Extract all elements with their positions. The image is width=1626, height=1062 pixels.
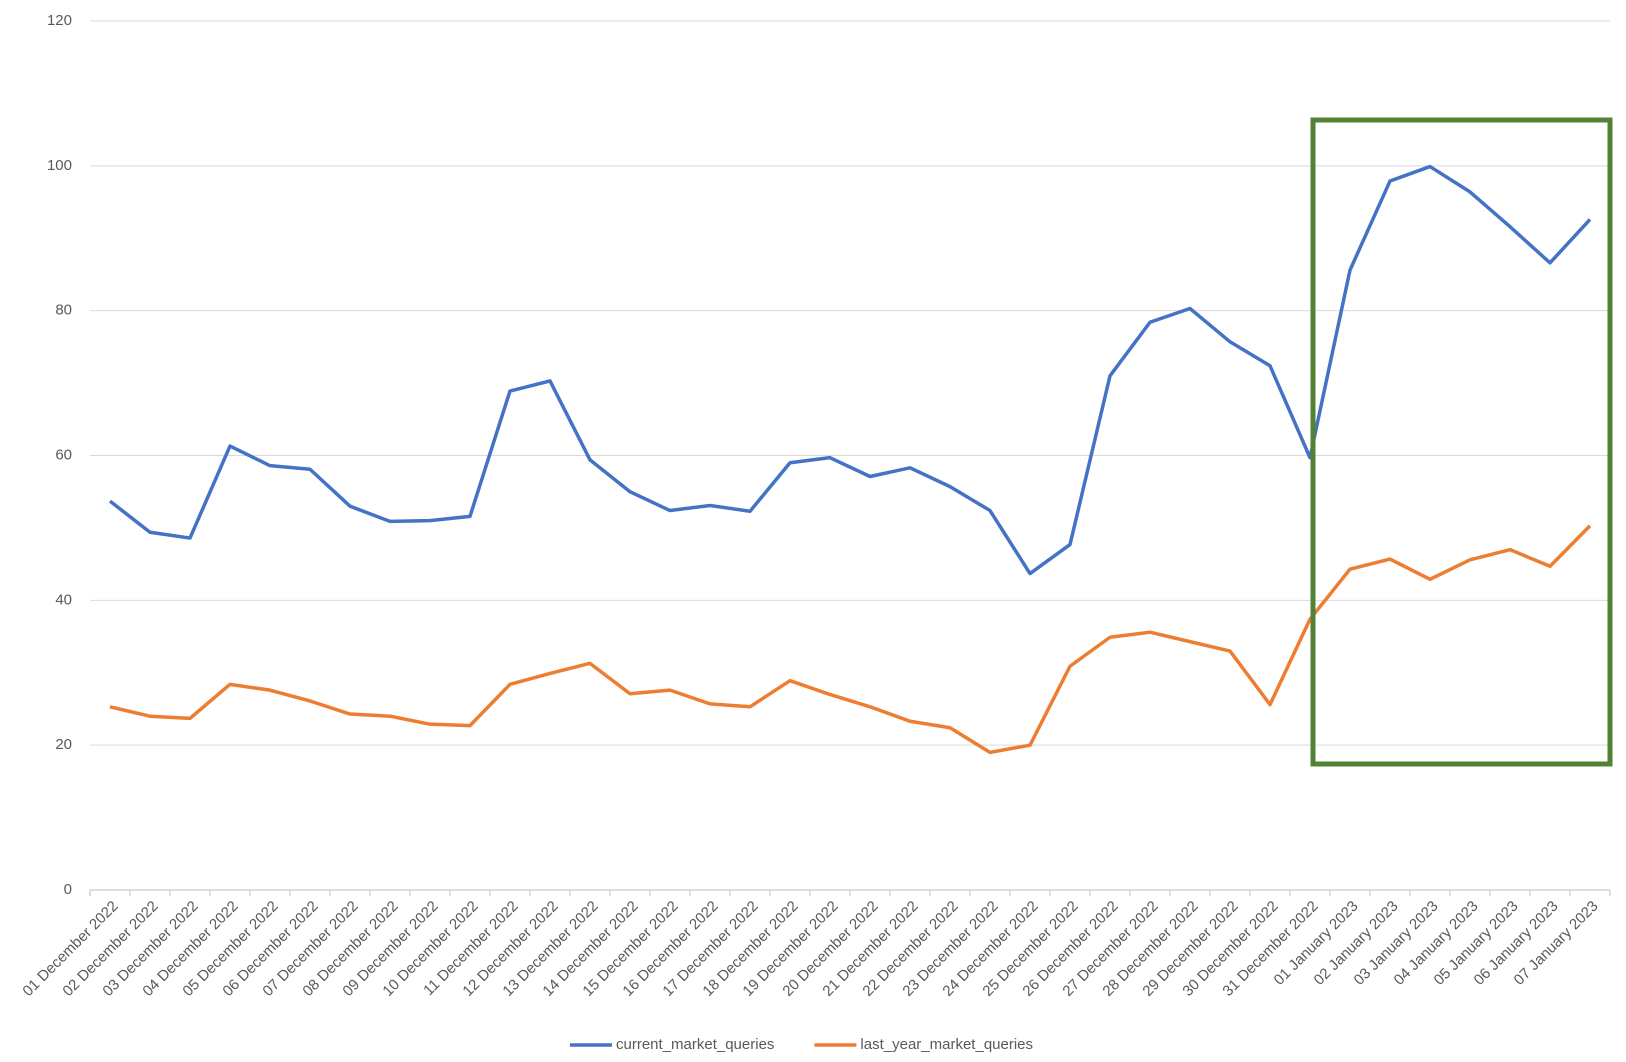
- legend-label: current_market_queries: [616, 1036, 774, 1053]
- legend-label: last_year_market_queries: [860, 1036, 1033, 1053]
- y-tick-label: 0: [64, 881, 72, 898]
- y-tick-label: 60: [55, 446, 72, 463]
- y-tick-label: 100: [47, 157, 72, 174]
- y-tick-label: 20: [55, 736, 72, 753]
- line-series: [109, 524, 1592, 755]
- y-tick-label: 80: [55, 302, 72, 319]
- line-series: [108, 164, 1592, 576]
- y-tick-label: 40: [55, 591, 72, 608]
- highlight-box: [1310, 117, 1613, 767]
- y-tick-label: 120: [47, 12, 72, 29]
